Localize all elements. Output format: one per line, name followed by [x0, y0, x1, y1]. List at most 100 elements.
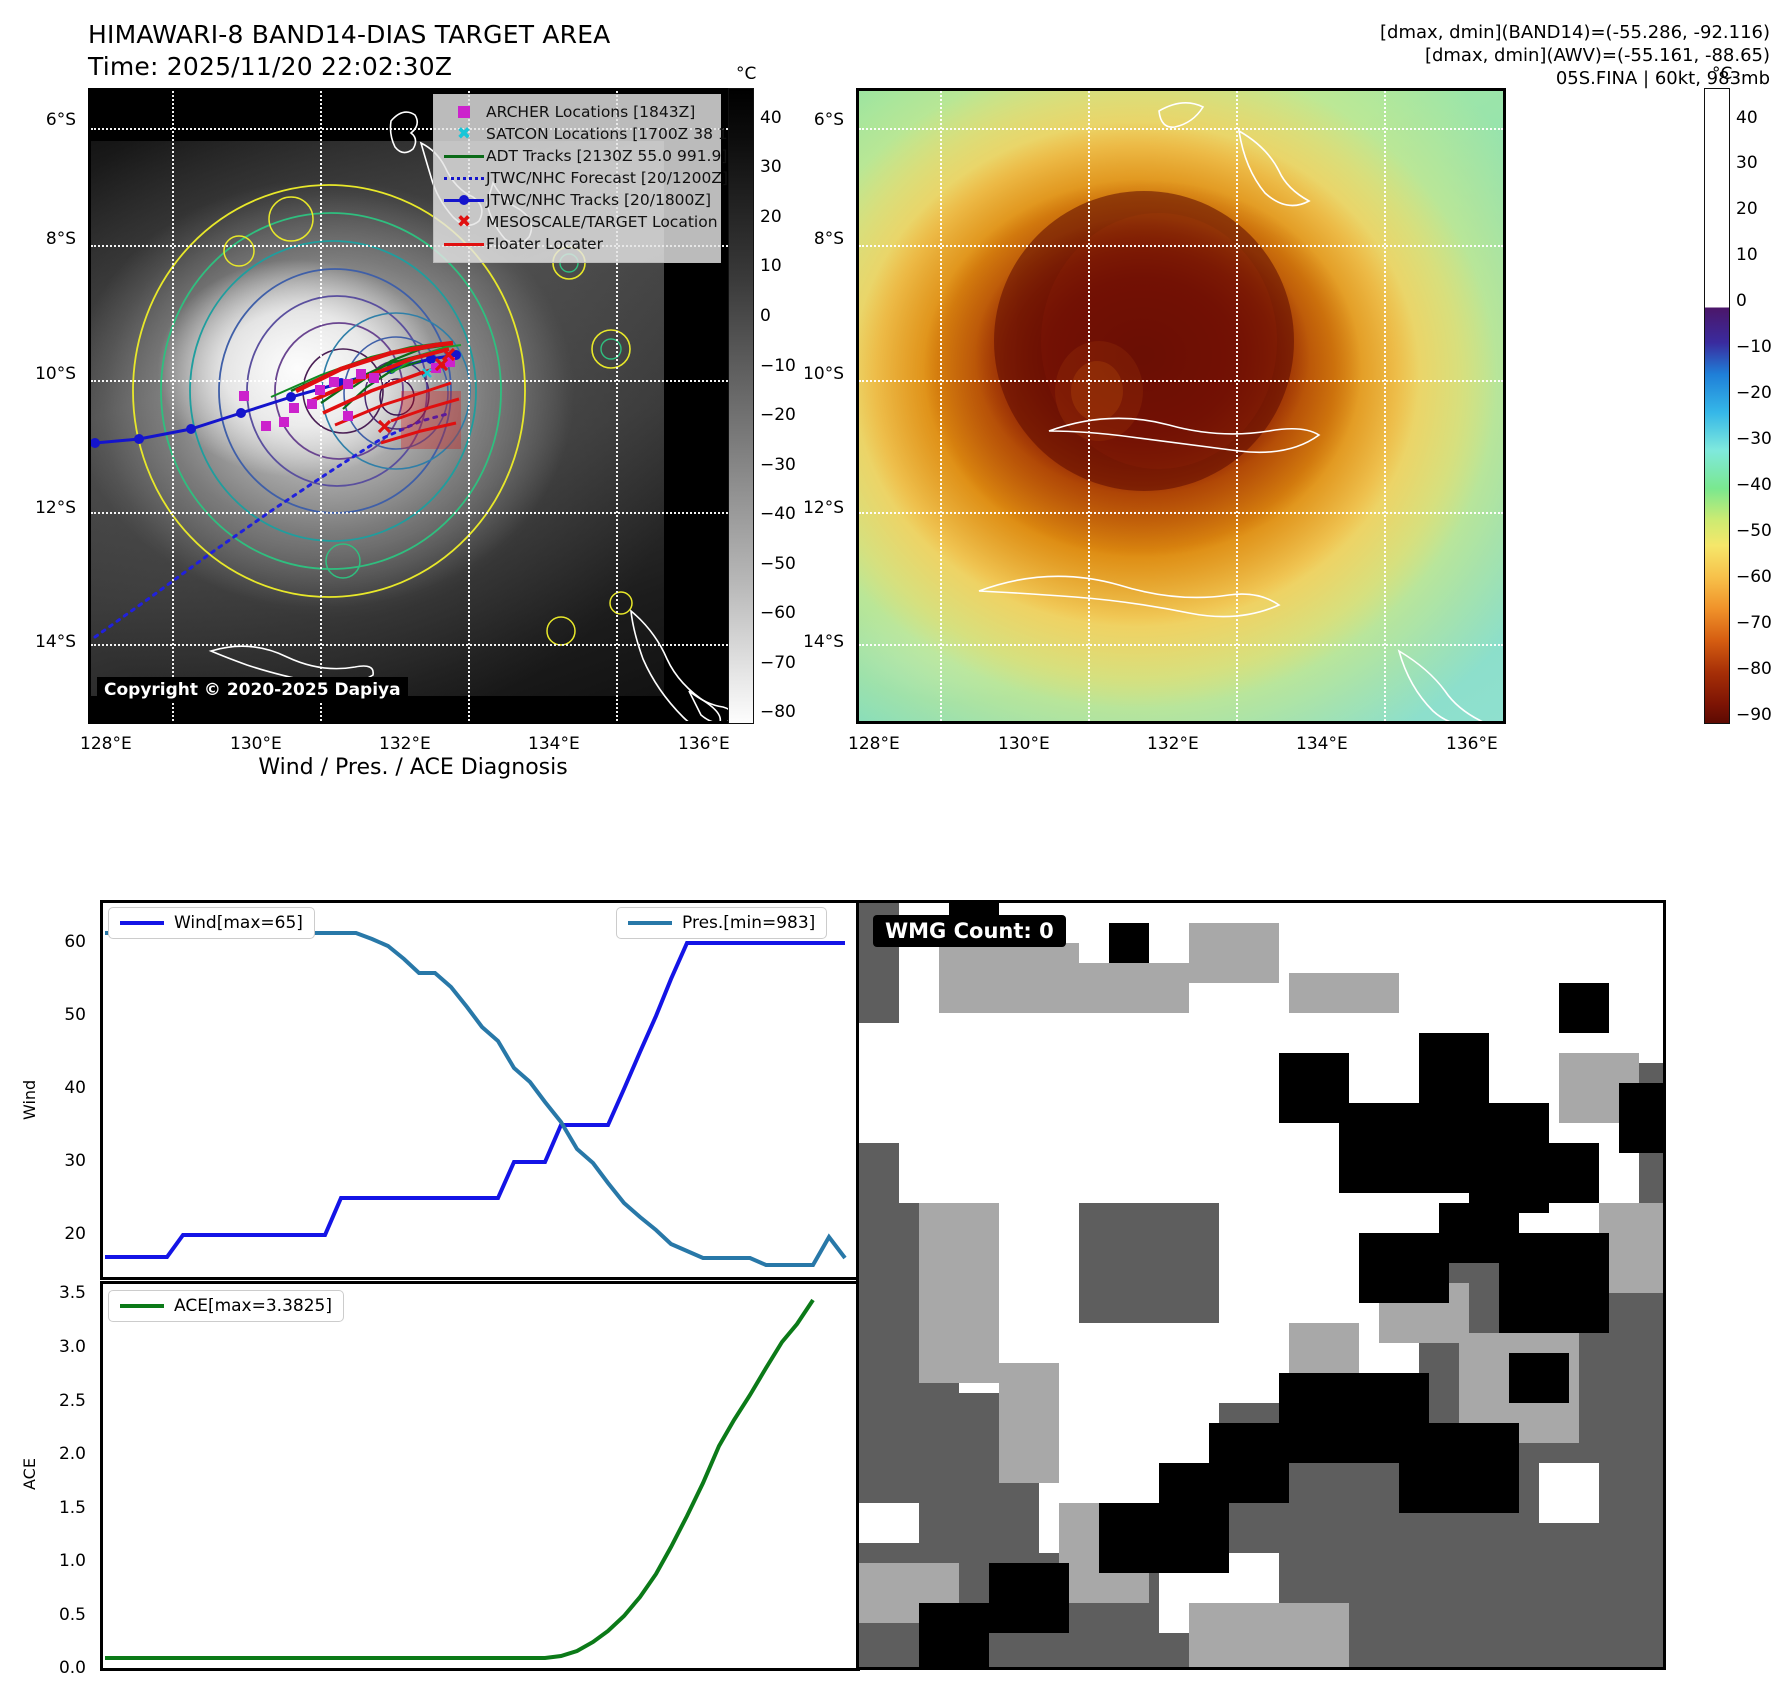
awv-lon-tick: 134°E [1296, 734, 1348, 754]
awv-cb-tick: −50 [1736, 521, 1772, 541]
ir-lon-tick: 134°E [528, 734, 580, 754]
ir-cb-tick: −30 [760, 455, 796, 475]
legend-label: MESOSCALE/TARGET Location [486, 213, 718, 231]
ir-gridline-lon-2 [319, 91, 322, 721]
awv-satellite-map[interactable] [856, 88, 1506, 724]
wmg-count-badge: WMG Count: 0 [873, 915, 1066, 947]
legend-label: JTWC/NHC Tracks [20/1800Z] [486, 191, 712, 209]
ace-axis-label: ACE [20, 1458, 39, 1490]
ir-cb-tick: −80 [760, 702, 796, 722]
ace-legend[interactable]: ACE[max=3.3825] [108, 1290, 344, 1322]
ir-lon-tick: 128°E [80, 734, 132, 754]
page-timestamp: Time: 2025/11/20 22:02:30Z [88, 52, 453, 81]
legend-row: ARCHER Locations [1843Z] [442, 101, 710, 123]
wind-ytick: 40 [64, 1078, 86, 1098]
copyright-badge: Copyright © 2020-2025 Dapiya [97, 677, 408, 703]
ir-colorbar-unit: °C [736, 64, 757, 84]
pressure-legend-swatch [628, 921, 672, 925]
jtwc-track-icon [442, 195, 486, 205]
awv-cb-tick: 40 [1736, 108, 1758, 128]
wind-chart-title: Wind / Pres. / ACE Diagnosis [258, 755, 568, 780]
pressure-legend-label: Pres.[min=983] [682, 913, 816, 933]
awv-lat-tick: 8°S [813, 229, 844, 249]
archer-square-icon [442, 106, 486, 118]
ace-chart[interactable] [100, 1281, 860, 1671]
awv-cb-tick: 0 [1736, 291, 1747, 311]
awv-cb-tick: −60 [1736, 567, 1772, 587]
awv-gridline-lat-5 [859, 644, 1503, 647]
awv-gridline-lon-2 [1087, 91, 1090, 721]
ir-cb-tick: −60 [760, 603, 796, 623]
storm-tracks-overlay [91, 340, 462, 639]
awv-cb-tick: 30 [1736, 153, 1758, 173]
awv-colorbar [1704, 88, 1730, 724]
ir-colorbar [728, 88, 754, 724]
ir-cb-tick: 0 [760, 306, 771, 326]
awv-lon-tick: 132°E [1147, 734, 1199, 754]
awv-lat-tick: 6°S [813, 110, 844, 130]
ir-gridline-lon-4 [615, 91, 618, 721]
pressure-legend[interactable]: Pres.[min=983] [616, 907, 828, 939]
ir-satellite-map[interactable]: ARCHER Locations [1843Z] ✖ SATCON Locati… [88, 88, 738, 724]
legend-row: Floater Locater [442, 233, 710, 255]
awv-cb-tick: −30 [1736, 429, 1772, 449]
ir-lat-tick: 6°S [45, 110, 76, 130]
wind-ytick: 50 [64, 1005, 86, 1025]
ir-cb-tick: 20 [760, 207, 782, 227]
awv-cloud-texture [978, 102, 1483, 721]
awv-cb-tick: −20 [1736, 383, 1772, 403]
storm-id-text: 05S.FINA | 60kt, 983mb [1555, 68, 1770, 89]
wmg-cells [859, 903, 1663, 1667]
floater-line-icon [442, 242, 486, 246]
ace-legend-label: ACE[max=3.3825] [174, 1296, 332, 1316]
ir-lon-tick: 136°E [678, 734, 730, 754]
wind-legend[interactable]: Wind[max=65] [108, 907, 315, 939]
ir-lat-tick: 14°S [35, 632, 76, 652]
ace-ytick: 3.5 [58, 1283, 86, 1303]
awv-gridline-lat-2 [859, 245, 1503, 248]
mesoscale-x-icon: ✖ [456, 211, 472, 232]
ir-gridline-lat-3 [91, 379, 735, 382]
awv-gridline-lon-4 [1383, 91, 1386, 721]
ace-ytick: 2.5 [58, 1391, 86, 1411]
wmg-map-panel[interactable]: WMG Count: 0 [856, 900, 1666, 1670]
legend-row: JTWC/NHC Forecast [20/1200Z] [442, 167, 728, 189]
wind-ytick: 60 [64, 932, 86, 952]
ir-gridline-lat-1 [91, 127, 735, 130]
awv-gridline-lat-1 [859, 127, 1503, 130]
ir-cb-tick: −10 [760, 356, 796, 376]
wind-series-line [105, 941, 845, 1259]
ace-legend-swatch [120, 1304, 164, 1308]
ace-ytick: 0.5 [58, 1605, 86, 1625]
ir-gridline-lon-3 [467, 91, 470, 721]
ir-cb-tick: −50 [760, 554, 796, 574]
awv-lon-tick: 130°E [998, 734, 1050, 754]
ir-map-legend: ARCHER Locations [1843Z] ✖ SATCON Locati… [433, 94, 735, 263]
forecast-dotted-icon [442, 176, 486, 180]
ir-lat-tick: 10°S [35, 364, 76, 384]
ir-gridline-lat-5 [91, 644, 735, 647]
ir-gridline-lat-4 [91, 511, 735, 514]
wind-pressure-chart[interactable] [100, 900, 860, 1280]
ace-plot [105, 1298, 815, 1660]
ir-gridline-lon-1 [171, 91, 174, 721]
ace-ytick: 2.0 [58, 1444, 86, 1464]
ace-ytick: 0.0 [58, 1658, 86, 1678]
awv-lat-tick: 12°S [803, 498, 844, 518]
awv-lon-tick: 128°E [848, 734, 900, 754]
awv-cb-tick: 10 [1736, 245, 1758, 265]
awv-cb-tick: −40 [1736, 475, 1772, 495]
awv-lon-tick: 136°E [1446, 734, 1498, 754]
ir-cb-tick: 10 [760, 256, 782, 276]
dmax-band14-text: [dmax, dmin](BAND14)=(-55.286, -92.116) [1380, 22, 1770, 43]
ir-gridline-lat-2 [91, 245, 735, 248]
awv-gridline-lon-3 [1235, 91, 1238, 721]
legend-row: ADT Tracks [2130Z 55.0 991.9] [442, 145, 727, 167]
adt-line-icon [442, 154, 486, 158]
legend-label: Floater Locater [486, 235, 603, 253]
ir-lon-tick: 132°E [379, 734, 431, 754]
ir-lat-tick: 12°S [35, 498, 76, 518]
legend-label: SATCON Locations [1700Z 38 1000] [486, 125, 738, 143]
awv-colorbar-unit: °C [1712, 64, 1733, 84]
